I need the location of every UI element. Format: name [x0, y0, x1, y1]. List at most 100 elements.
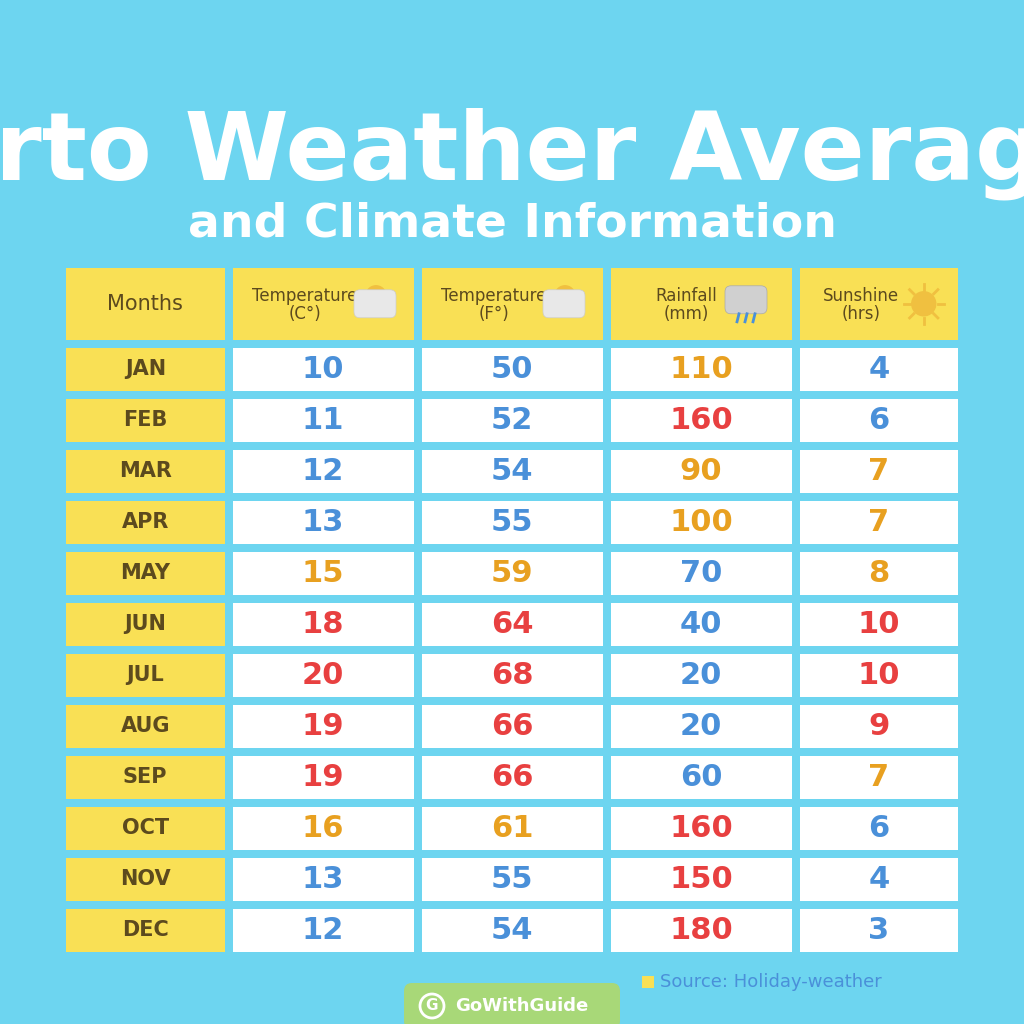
Text: 15: 15 [302, 559, 344, 588]
FancyBboxPatch shape [422, 398, 602, 441]
Text: 52: 52 [490, 406, 534, 434]
FancyBboxPatch shape [66, 653, 224, 696]
Text: APR: APR [122, 512, 169, 532]
FancyBboxPatch shape [404, 983, 620, 1024]
Text: 160: 160 [669, 406, 733, 434]
Text: 54: 54 [490, 457, 534, 485]
Text: 10: 10 [857, 609, 900, 639]
FancyBboxPatch shape [610, 552, 792, 595]
FancyBboxPatch shape [610, 450, 792, 493]
Text: Temperature: Temperature [252, 287, 357, 305]
FancyBboxPatch shape [800, 347, 958, 390]
FancyBboxPatch shape [232, 756, 414, 799]
Text: 110: 110 [669, 354, 733, 384]
Text: Months: Months [108, 294, 183, 313]
FancyBboxPatch shape [66, 705, 224, 748]
FancyBboxPatch shape [422, 501, 602, 544]
FancyBboxPatch shape [422, 653, 602, 696]
FancyBboxPatch shape [800, 603, 958, 646]
Text: 16: 16 [302, 814, 344, 843]
FancyBboxPatch shape [66, 603, 224, 646]
Text: 68: 68 [490, 660, 534, 690]
Text: (F°): (F°) [478, 305, 509, 323]
FancyBboxPatch shape [422, 705, 602, 748]
Text: DEC: DEC [122, 921, 169, 940]
FancyBboxPatch shape [725, 286, 767, 313]
FancyBboxPatch shape [66, 268, 224, 340]
FancyBboxPatch shape [232, 653, 414, 696]
FancyBboxPatch shape [800, 653, 958, 696]
Text: Rainfall: Rainfall [655, 287, 717, 305]
Text: 3: 3 [868, 916, 889, 945]
FancyBboxPatch shape [422, 756, 602, 799]
FancyBboxPatch shape [610, 756, 792, 799]
Text: OCT: OCT [122, 818, 169, 839]
FancyBboxPatch shape [422, 552, 602, 595]
FancyBboxPatch shape [66, 756, 224, 799]
Text: 7: 7 [868, 457, 889, 485]
FancyBboxPatch shape [422, 347, 602, 390]
FancyBboxPatch shape [610, 347, 792, 390]
Text: 66: 66 [490, 712, 534, 740]
FancyBboxPatch shape [800, 398, 958, 441]
Text: and Climate Information: and Climate Information [187, 202, 837, 247]
Text: 40: 40 [680, 609, 722, 639]
FancyBboxPatch shape [66, 450, 224, 493]
Text: (mm): (mm) [664, 305, 709, 323]
FancyBboxPatch shape [610, 909, 792, 952]
Text: 12: 12 [302, 916, 344, 945]
Text: 70: 70 [680, 559, 722, 588]
FancyBboxPatch shape [800, 909, 958, 952]
Text: 64: 64 [490, 609, 534, 639]
FancyBboxPatch shape [800, 858, 958, 901]
Text: 19: 19 [302, 712, 344, 740]
Text: 4: 4 [868, 865, 890, 894]
Text: Temperature: Temperature [441, 287, 547, 305]
FancyBboxPatch shape [610, 858, 792, 901]
Text: 4: 4 [868, 354, 890, 384]
FancyBboxPatch shape [354, 290, 396, 317]
Text: 20: 20 [680, 712, 722, 740]
Text: 10: 10 [857, 660, 900, 690]
FancyBboxPatch shape [800, 268, 958, 340]
Text: MAY: MAY [120, 563, 170, 584]
Text: 8: 8 [868, 559, 890, 588]
Text: SEP: SEP [123, 767, 168, 787]
Text: NOV: NOV [120, 869, 171, 890]
FancyBboxPatch shape [800, 807, 958, 850]
FancyBboxPatch shape [800, 756, 958, 799]
Text: JAN: JAN [125, 359, 166, 379]
Circle shape [555, 286, 575, 306]
Text: 55: 55 [490, 865, 534, 894]
Text: 6: 6 [868, 814, 890, 843]
Text: AUG: AUG [121, 717, 170, 736]
Text: 90: 90 [680, 457, 722, 485]
FancyBboxPatch shape [610, 807, 792, 850]
Text: 55: 55 [490, 508, 534, 537]
FancyBboxPatch shape [610, 603, 792, 646]
FancyBboxPatch shape [610, 398, 792, 441]
Text: (C°): (C°) [289, 305, 322, 323]
Text: 6: 6 [868, 406, 890, 434]
Text: 60: 60 [680, 763, 722, 792]
Text: 7: 7 [868, 763, 889, 792]
Text: 9: 9 [868, 712, 890, 740]
Text: Source: Holiday-weather: Source: Holiday-weather [660, 973, 882, 991]
FancyBboxPatch shape [232, 705, 414, 748]
FancyBboxPatch shape [422, 807, 602, 850]
Text: Sunshine: Sunshine [822, 287, 899, 305]
FancyBboxPatch shape [800, 450, 958, 493]
Text: 59: 59 [490, 559, 534, 588]
Text: 160: 160 [669, 814, 733, 843]
FancyBboxPatch shape [800, 552, 958, 595]
Text: FEB: FEB [123, 411, 168, 430]
Text: 180: 180 [669, 916, 733, 945]
Text: GoWithGuide: GoWithGuide [456, 997, 589, 1015]
Text: 19: 19 [302, 763, 344, 792]
Text: 11: 11 [302, 406, 344, 434]
FancyBboxPatch shape [642, 976, 654, 988]
Text: JUL: JUL [126, 666, 164, 685]
FancyBboxPatch shape [422, 858, 602, 901]
FancyBboxPatch shape [232, 909, 414, 952]
FancyBboxPatch shape [610, 501, 792, 544]
